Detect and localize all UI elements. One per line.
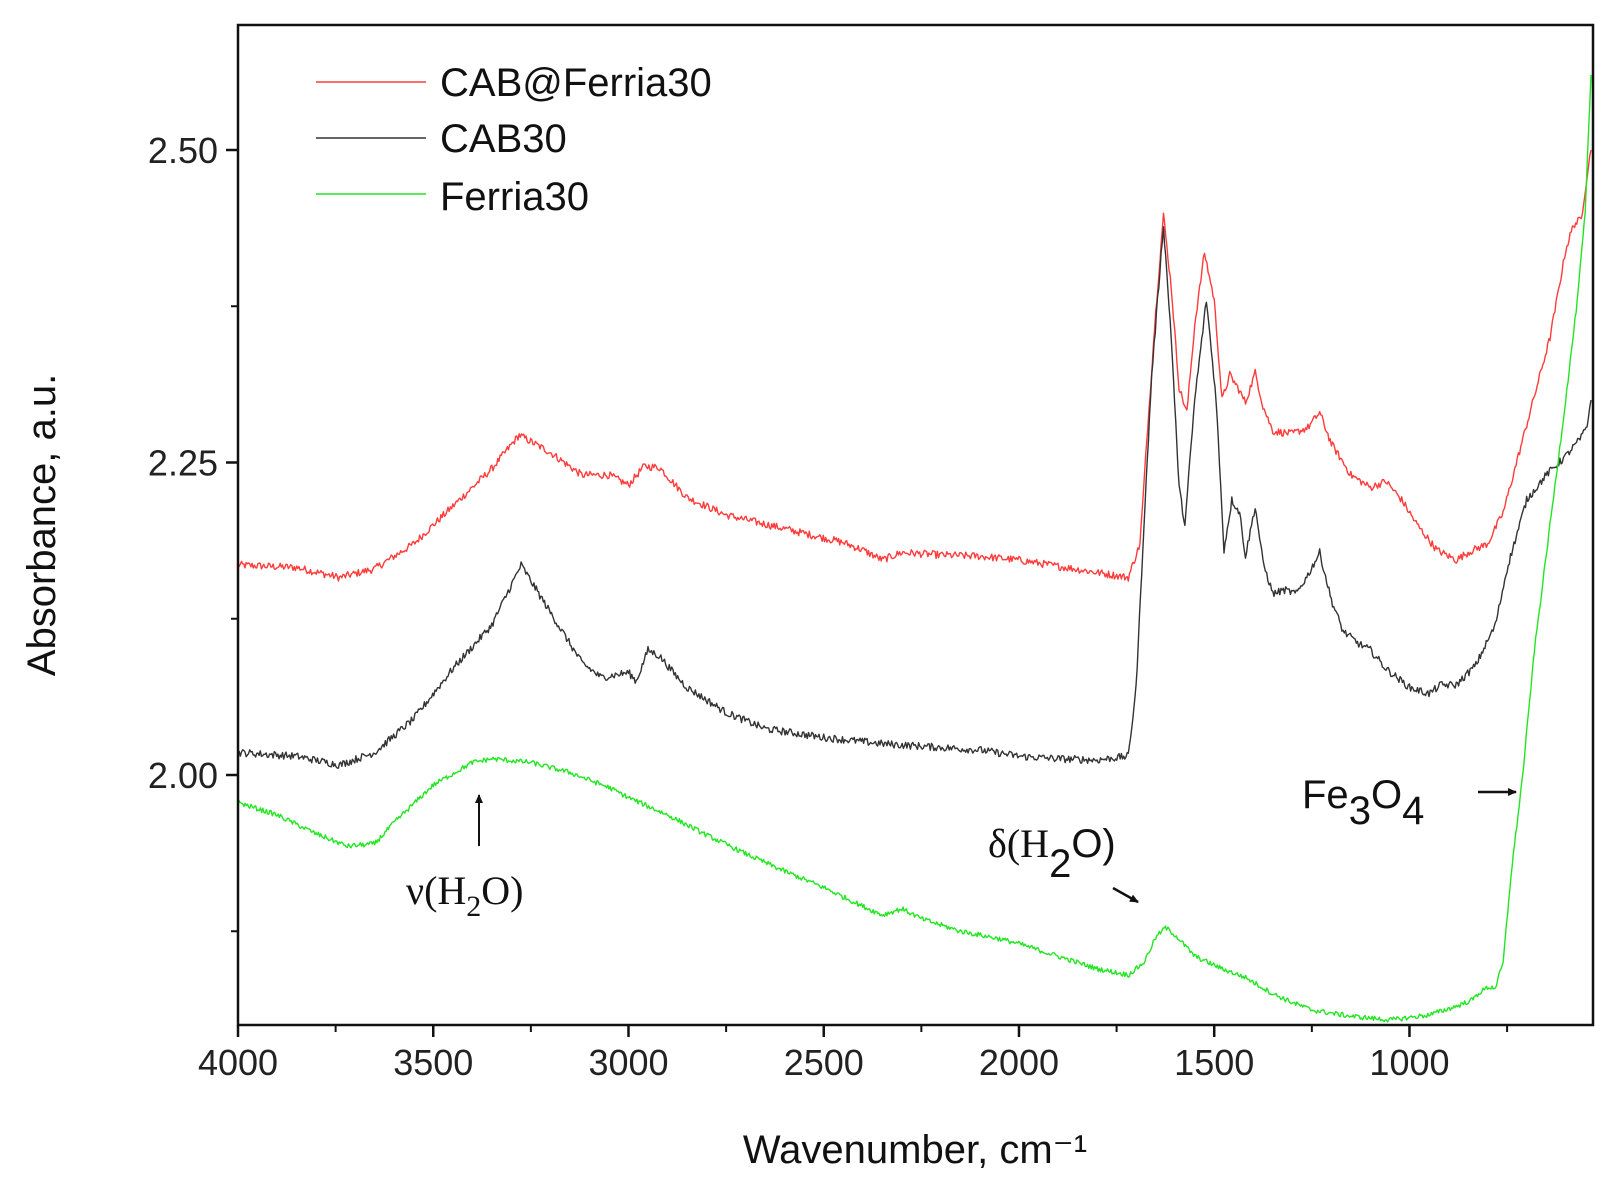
- plot-frame: [236, 23, 1595, 1027]
- y-tick-label-2.50: 2.50: [148, 130, 218, 171]
- tick-layer: 4000 3500 3000 2500 2000 1500 1000 2.00 2.25 2.50: [148, 130, 1509, 1083]
- legend-label-cab30: CAB30: [440, 117, 567, 161]
- nu-h2o-label: ν(H2O): [406, 868, 524, 923]
- x-tick-label-3000: 3000: [588, 1042, 668, 1083]
- x-tick-label-4000: 4000: [198, 1042, 278, 1083]
- x-tick-label-1500: 1500: [1174, 1042, 1254, 1083]
- annotation-nu-h2o: ν(H2O): [406, 794, 524, 923]
- x-tick-label-2000: 2000: [979, 1042, 1059, 1083]
- legend-label-cab-ferria30: CAB@Ferria30: [440, 61, 712, 105]
- x-tick-label-2500: 2500: [784, 1042, 864, 1083]
- plot-area: [238, 25, 1593, 1025]
- series-line-cab30: [237, 226, 1592, 769]
- x-tick-label-3500: 3500: [393, 1042, 473, 1083]
- annotation-fe3o4: Fe3O4: [1302, 773, 1517, 833]
- annotation-delta-h2o: δ(H2O): [988, 821, 1139, 904]
- series-line-ferria30: [237, 74, 1592, 1023]
- series-line-cab-ferria30: [237, 149, 1592, 582]
- legend: CAB@Ferria30 CAB30 Ferria30: [316, 61, 712, 219]
- y-tick-label-2.00: 2.00: [148, 755, 218, 796]
- series-layer: [237, 74, 1592, 1023]
- y-tick-label-2.25: 2.25: [148, 443, 218, 484]
- y-axis-title: Absorbance, a.u.: [20, 374, 64, 676]
- x-axis-title: Wavenumber, cm⁻¹: [743, 1128, 1087, 1172]
- delta-h2o-arrow: [1112, 886, 1139, 904]
- x-tick-label-1000: 1000: [1369, 1042, 1449, 1083]
- fe3o4-label: Fe3O4: [1302, 773, 1424, 833]
- delta-h2o-label: δ(H2O): [988, 821, 1116, 886]
- legend-label-ferria30: Ferria30: [440, 175, 589, 219]
